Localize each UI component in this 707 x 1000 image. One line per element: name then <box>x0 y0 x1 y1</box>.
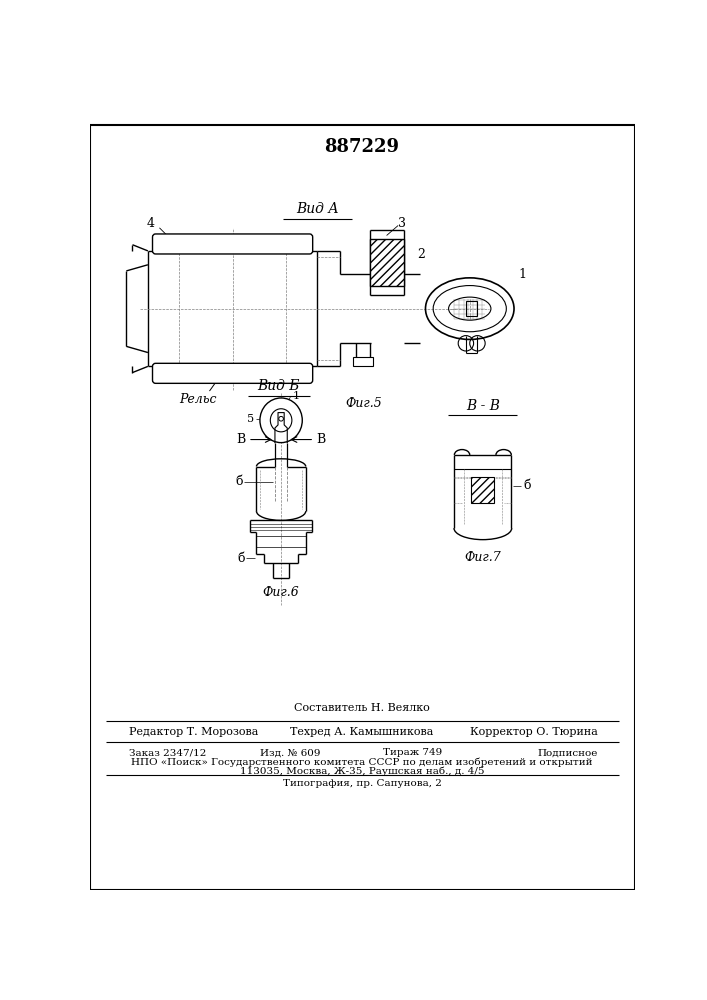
Text: 1: 1 <box>518 267 526 280</box>
Bar <box>466 301 477 316</box>
FancyBboxPatch shape <box>153 234 312 254</box>
Text: Составитель Н. Веялко: Составитель Н. Веялко <box>294 703 430 713</box>
Text: Фиг.6: Фиг.6 <box>263 586 300 599</box>
Bar <box>472 477 494 503</box>
Ellipse shape <box>270 409 292 432</box>
Text: Корректор О. Тюрина: Корректор О. Тюрина <box>470 727 598 737</box>
Text: В: В <box>236 433 246 446</box>
Text: 113035, Москва, Ж-35, Раушская наб., д. 4/5: 113035, Москва, Ж-35, Раушская наб., д. … <box>240 766 484 776</box>
Text: 5: 5 <box>247 414 254 424</box>
Text: Редактор Т. Морозова: Редактор Т. Морозова <box>129 727 258 737</box>
Text: Фиг.5: Фиг.5 <box>345 397 382 410</box>
Text: Фиг.7: Фиг.7 <box>464 551 501 564</box>
Text: Типография, пр. Сапунова, 2: Типография, пр. Сапунова, 2 <box>283 779 441 788</box>
Text: Техред А. Камышникова: Техред А. Камышникова <box>291 727 433 737</box>
Bar <box>353 357 373 366</box>
Ellipse shape <box>260 398 303 443</box>
Text: Заказ 2347/12: Заказ 2347/12 <box>129 748 206 757</box>
Text: Рельс: Рельс <box>179 393 216 406</box>
Bar <box>370 239 404 286</box>
Text: Изд. № 609: Изд. № 609 <box>259 748 320 757</box>
Text: Тираж 749: Тираж 749 <box>382 748 442 757</box>
Text: В - В: В - В <box>466 399 500 413</box>
Text: б: б <box>235 475 243 488</box>
FancyBboxPatch shape <box>153 363 312 383</box>
Text: Вид Б: Вид Б <box>257 379 300 393</box>
Text: НПО «Поиск» Государственного комитета СССР по делам изобретений и открытий: НПО «Поиск» Государственного комитета СС… <box>132 758 592 767</box>
Text: Вид А: Вид А <box>296 202 339 216</box>
Text: 4: 4 <box>146 217 154 230</box>
Text: Подписное: Подписное <box>538 748 598 757</box>
Text: б: б <box>523 479 530 492</box>
Text: 2: 2 <box>417 248 425 261</box>
Text: 887229: 887229 <box>325 138 399 156</box>
Text: 3: 3 <box>398 217 406 230</box>
Text: В: В <box>317 433 326 446</box>
Text: 1: 1 <box>293 391 300 401</box>
Text: б: б <box>238 552 245 565</box>
